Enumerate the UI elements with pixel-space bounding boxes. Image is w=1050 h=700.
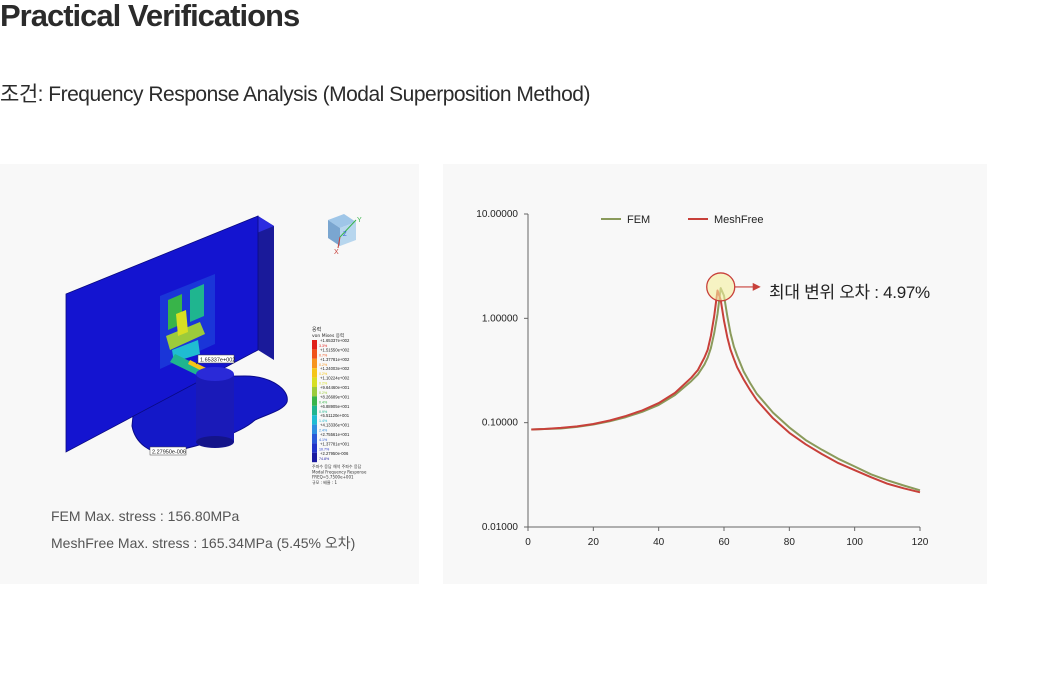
legend-color-swatch <box>312 396 317 406</box>
x-tick-label: 0 <box>525 537 531 548</box>
axis-x-label: X <box>334 249 339 256</box>
legend-label-fem: FEM <box>627 214 650 226</box>
legend-percent: 0.4% <box>319 400 328 404</box>
series-line-fem <box>531 287 921 492</box>
legend-color-swatch <box>312 434 317 444</box>
max-stress-marker: 1.65337e+002 <box>200 358 235 364</box>
x-tick-label: 80 <box>784 537 796 548</box>
legend-footer-line: FREQ=5.7500e+001 <box>312 475 354 480</box>
y-tick-label: 0.01000 <box>482 522 519 533</box>
page-title: Practical Verifications <box>0 0 300 33</box>
legend-value: +8.26689e+001 <box>320 394 350 399</box>
fem-stress-contour-figure: 1.65337e+002 2.27950e-006 Y X Z 응력 von M… <box>65 214 367 485</box>
legend-value: +9.64460e+001 <box>320 385 350 390</box>
axis-y-label: Y <box>357 217 362 224</box>
legend-percent: 4.1% <box>319 438 328 442</box>
page-subtitle: 조건: Frequency Response Analysis (Modal S… <box>0 83 590 106</box>
legend-color-swatch <box>312 340 317 350</box>
fem-result-panel: 1.65337e+002 2.27950e-006 Y X Z 응력 von M… <box>0 164 419 584</box>
legend-value: +1.65337e+002 <box>320 338 350 343</box>
max-displacement-error-annotation: 최대 변위 오차 : 4.97% <box>769 283 930 302</box>
frequency-response-chart: 0 20 40 60 80 100 120 10.00000 1.00000 0.10000 0.0… <box>476 209 929 548</box>
legend-value: +2.27950e-006 <box>320 451 349 456</box>
legend-percent: 10.7% <box>319 447 330 451</box>
view-orientation-cube-icon[interactable]: Y X Z <box>328 214 362 256</box>
x-tick-label: 40 <box>653 537 665 548</box>
legend-percent: 0.7% <box>319 353 328 357</box>
legend-percent: 0.2% <box>319 363 328 367</box>
stress-contour-legend: 응력 von Mises 응력 +1.65337e+002 +1.51550e+0… <box>312 326 367 485</box>
legend-color-swatch <box>312 387 317 397</box>
x-tick-label: 100 <box>846 537 863 548</box>
legend-value: +6.88905e+001 <box>320 404 350 409</box>
display-panel-side <box>258 216 274 360</box>
legend-color-swatch <box>312 377 317 387</box>
legend-color-swatch <box>312 405 317 416</box>
axis-z-label: Z <box>343 232 347 238</box>
legend-value: +1.51550e+002 <box>320 347 350 352</box>
legend-color-swatch <box>312 368 317 378</box>
legend-percent: 0.2% <box>319 382 328 386</box>
callout-arrow-head-icon <box>752 282 761 291</box>
peak-highlight-circle <box>706 272 736 302</box>
legend-color-swatch <box>312 415 317 425</box>
min-stress-marker: 2.27950e-006 <box>152 450 186 456</box>
series-line-meshfree <box>531 289 921 494</box>
legend-color-swatch <box>312 424 317 434</box>
legend-percent: 3.3% <box>319 344 328 348</box>
bracket-stress-region <box>160 274 215 369</box>
legend-value: +2.75561e+001 <box>320 432 350 437</box>
legend-value: +1.10224e+002 <box>320 376 350 381</box>
legend-percent: 0.9% <box>319 410 328 414</box>
legend-value: +1.37781e+001 <box>320 441 350 446</box>
legend-percent: 2.4% <box>319 429 328 433</box>
legend-value: +4.13336e+001 <box>320 423 350 428</box>
legend-subheader: von Mises 응력 <box>312 332 344 339</box>
legend-percent: 0.2% <box>319 372 328 376</box>
support-column <box>196 374 234 442</box>
fem-max-stress: FEM Max. stress : 156.80MPa <box>51 508 240 524</box>
x-tick-label: 120 <box>912 537 929 548</box>
legend-value: +1.24003e+002 <box>320 366 350 371</box>
legend-value: +1.37781e+002 <box>320 357 350 362</box>
meshfree-max-stress: MeshFree Max. stress : 165.34MPa (5.45% … <box>51 535 356 551</box>
x-tick-label: 60 <box>718 537 730 548</box>
legend-color-swatch <box>312 349 317 359</box>
legend-label-meshfree: MeshFree <box>714 214 764 226</box>
legend-footer-line: 규모 : 배율 : 1 <box>312 479 338 485</box>
legend-color-swatch <box>312 443 317 453</box>
legend-header: 응력 <box>312 326 321 333</box>
legend-percent: 74.8% <box>319 457 330 461</box>
frequency-response-chart-panel: 0 20 40 60 80 100 120 10.00000 1.00000 0.10000 0.0… <box>443 164 987 584</box>
legend-percent: 0.2% <box>319 391 328 395</box>
legend-footer-line: Modal Frequency Response <box>312 469 367 474</box>
legend-percent: 1.4% <box>319 419 328 423</box>
x-tick-label: 20 <box>588 537 600 548</box>
legend-color-swatch <box>312 358 317 369</box>
y-tick-label: 0.10000 <box>482 418 519 429</box>
legend-color-swatch <box>312 452 317 463</box>
legend-footer-line: 주파수 응답 해석 주파수 응답 <box>312 463 362 469</box>
y-tick-label: 1.00000 <box>482 313 519 324</box>
legend-value: +5.51120e+001 <box>320 413 350 418</box>
y-tick-label: 10.00000 <box>476 209 518 220</box>
